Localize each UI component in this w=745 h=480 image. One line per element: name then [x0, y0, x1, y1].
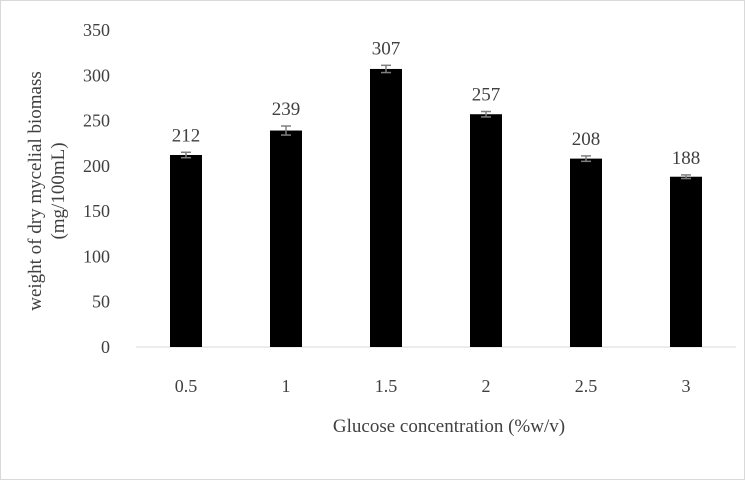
- data-label: 239: [272, 99, 301, 120]
- data-label: 188: [672, 148, 701, 169]
- error-bars: [181, 64, 691, 180]
- y-tick-label: 250: [83, 111, 110, 131]
- data-label: 212: [172, 125, 201, 146]
- x-axis-tick-labels: 0.5 1 1.5 2 2.5 3: [175, 376, 691, 396]
- data-label: 257: [472, 85, 501, 106]
- y-axis-tick-labels: 0 50 100 150 200 250 300 350: [83, 20, 110, 357]
- bar: [270, 130, 302, 347]
- x-tick-label: 2.5: [575, 376, 598, 396]
- y-tick-label: 350: [83, 20, 110, 40]
- y-axis-title-line2: (mg/100mL): [48, 142, 69, 239]
- error-bar: [181, 151, 191, 159]
- data-label: 208: [572, 129, 601, 150]
- error-bar: [281, 125, 291, 136]
- bar: [370, 68, 402, 348]
- x-axis-title: Glucose concentration (%w/v): [333, 416, 565, 437]
- y-tick-label: 150: [83, 201, 110, 221]
- y-tick-label: 200: [83, 156, 110, 176]
- bars: [170, 68, 702, 348]
- error-bar: [581, 155, 591, 163]
- x-tick-label: 1: [282, 376, 291, 396]
- error-bar: [381, 64, 391, 74]
- bar: [570, 158, 602, 347]
- y-tick-label: 100: [83, 246, 110, 266]
- error-bar: [481, 110, 491, 118]
- bar: [670, 176, 702, 347]
- x-tick-label: 0.5: [175, 376, 198, 396]
- data-label: 307: [372, 38, 401, 59]
- y-tick-label: 50: [92, 292, 110, 312]
- bar: [170, 154, 202, 347]
- x-tick-label: 3: [682, 376, 691, 396]
- y-tick-label: 300: [83, 65, 110, 85]
- x-tick-label: 2: [482, 376, 491, 396]
- x-tick-label: 1.5: [375, 376, 398, 396]
- y-axis-title-line1: weight of dry mycelial biomass: [25, 71, 46, 311]
- error-bar: [681, 174, 691, 180]
- data-labels: 212 239 307 257 208 188: [172, 38, 701, 169]
- y-tick-label: 0: [101, 337, 110, 357]
- bar: [470, 114, 502, 347]
